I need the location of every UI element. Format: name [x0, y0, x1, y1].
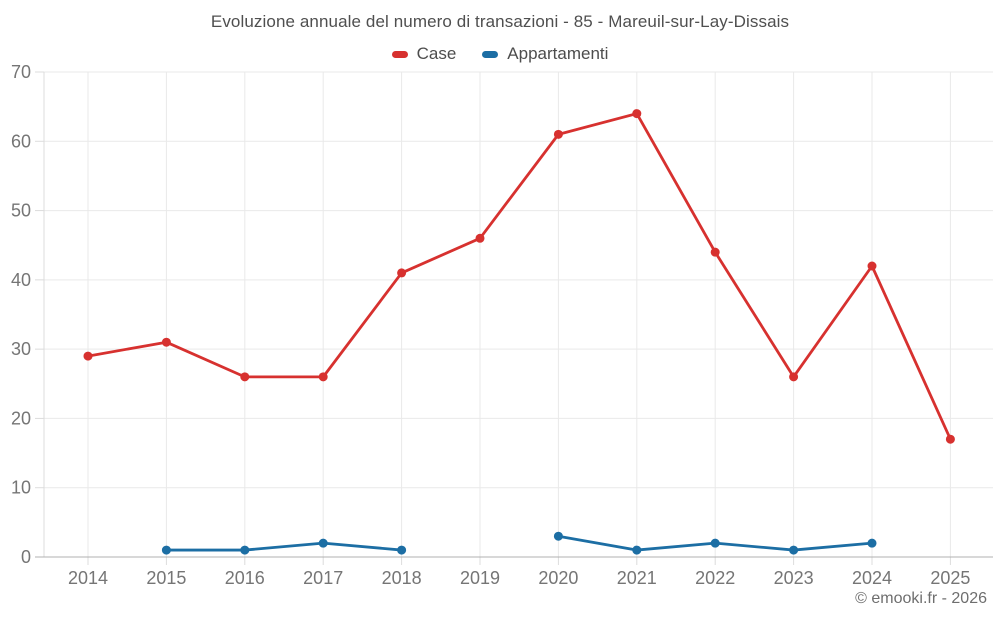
y-axis-label: 0 [21, 547, 31, 567]
data-point-appartamenti-2015[interactable] [161, 545, 171, 555]
data-point-appartamenti-2016[interactable] [240, 545, 250, 555]
data-point-case-2022[interactable] [710, 247, 720, 257]
y-axis-label: 20 [11, 408, 31, 428]
case-series-swatch-icon [391, 50, 408, 58]
y-axis-label: 40 [11, 270, 31, 290]
data-point-case-2021[interactable] [632, 109, 642, 119]
data-point-case-2018[interactable] [397, 268, 407, 278]
data-point-case-2014[interactable] [83, 351, 93, 361]
x-axis-labels: 2014 2015 2016 2017 2018 2019 2020 2021 2022 2023… [68, 568, 970, 588]
data-point-case-2024[interactable] [867, 261, 877, 271]
y-axis-label: 60 [11, 131, 31, 151]
data-point-case-2016[interactable] [240, 372, 250, 382]
x-axis-label: 2025 [930, 568, 970, 588]
x-axis-label: 2021 [617, 568, 657, 588]
chart-title: Evoluzione annuale del numero di transaz… [210, 12, 790, 31]
data-point-case-2015[interactable] [161, 337, 171, 347]
series-appartamenti-line [164, 541, 404, 552]
data-point-case-2025[interactable] [945, 434, 955, 444]
data-point-appartamenti-2020[interactable] [553, 531, 563, 541]
appartamenti-legend-label: Appartamenti [507, 44, 609, 63]
y-axis-label: 70 [11, 62, 31, 82]
x-axis-label: 2020 [538, 568, 578, 588]
data-point-case-2023[interactable] [789, 372, 799, 382]
appartamenti-series-swatch-icon [482, 50, 499, 58]
chart-legend: Case Appartamenti [0, 44, 1000, 64]
data-point-appartamenti-2017[interactable] [318, 538, 328, 548]
legend-item-case[interactable]: Case [391, 44, 457, 64]
data-point-appartamenti-2024[interactable] [867, 538, 877, 548]
vertical-gridlines [87, 72, 951, 565]
data-point-appartamenti-2023[interactable] [789, 545, 799, 555]
y-axis-ticks [35, 71, 44, 558]
data-point-case-2020[interactable] [553, 129, 563, 139]
attribution-text: © emooki.fr - 2026 [855, 590, 987, 607]
y-axis-label: 50 [11, 201, 31, 221]
x-axis-label: 2019 [460, 568, 500, 588]
series-appartamenti [161, 531, 877, 555]
x-axis-label: 2014 [68, 568, 108, 588]
y-axis-labels: 0 10 20 30 40 50 60 70 [11, 62, 31, 567]
series-case [83, 109, 955, 444]
data-point-appartamenti-2018[interactable] [397, 545, 407, 555]
x-axis-label: 2017 [303, 568, 343, 588]
x-axis-label: 2024 [852, 568, 892, 588]
case-legend-label: Case [416, 44, 457, 63]
data-point-case-2017[interactable] [318, 372, 328, 382]
x-axis-label: 2018 [382, 568, 422, 588]
legend-item-appartamenti[interactable]: Appartamenti [482, 44, 608, 64]
x-axis-label: 2015 [146, 568, 186, 588]
y-axis-label: 30 [11, 339, 31, 359]
series-case-line [86, 112, 952, 441]
y-axis-label: 10 [11, 478, 31, 498]
horizontal-gridlines [44, 71, 993, 489]
x-axis-label: 2023 [774, 568, 814, 588]
data-point-appartamenti-2021[interactable] [632, 545, 642, 555]
data-point-appartamenti-2022[interactable] [710, 538, 720, 548]
data-point-case-2019[interactable] [475, 233, 485, 243]
x-axis-label: 2022 [695, 568, 735, 588]
x-axis-label: 2016 [225, 568, 265, 588]
